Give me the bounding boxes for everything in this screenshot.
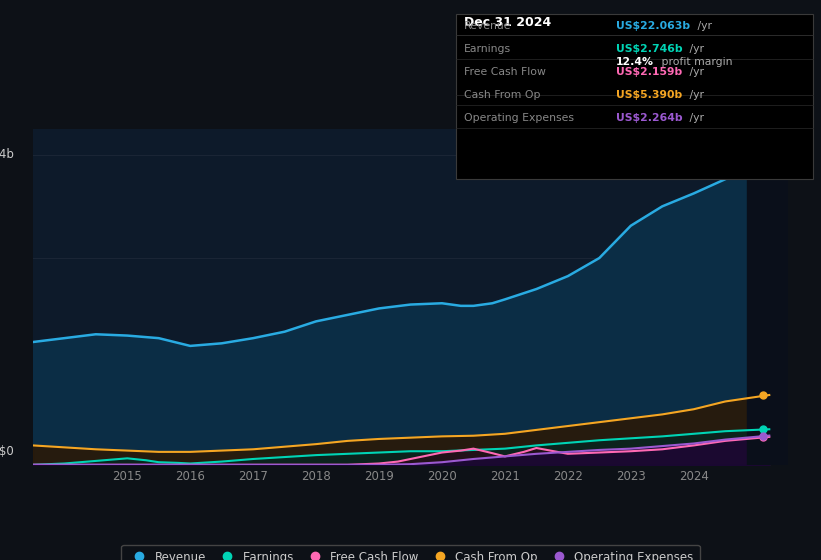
Text: US$2.264b: US$2.264b [616,113,682,123]
Bar [747,129,788,465]
Text: US$2.159b: US$2.159b [616,67,682,77]
Text: /yr: /yr [686,90,704,100]
Text: 12.4%: 12.4% [616,57,654,67]
Text: Earnings: Earnings [464,44,511,54]
Text: /yr: /yr [694,21,712,31]
Text: /yr: /yr [686,113,704,123]
Text: US$22.063b: US$22.063b [616,21,690,31]
Text: /yr: /yr [686,67,704,77]
Text: US$0: US$0 [0,445,14,458]
Text: Dec 31 2024: Dec 31 2024 [464,16,551,29]
Text: Revenue: Revenue [464,21,511,31]
Text: US$5.390b: US$5.390b [616,90,682,100]
Legend: Revenue, Earnings, Free Cash Flow, Cash From Op, Operating Expenses: Revenue, Earnings, Free Cash Flow, Cash … [122,545,699,560]
Text: US$24b: US$24b [0,148,14,161]
Text: /yr: /yr [686,44,704,54]
Text: profit margin: profit margin [658,57,733,67]
Text: Cash From Op: Cash From Op [464,90,540,100]
Text: Free Cash Flow: Free Cash Flow [464,67,546,77]
Text: US$2.746b: US$2.746b [616,44,682,54]
Text: Operating Expenses: Operating Expenses [464,113,574,123]
